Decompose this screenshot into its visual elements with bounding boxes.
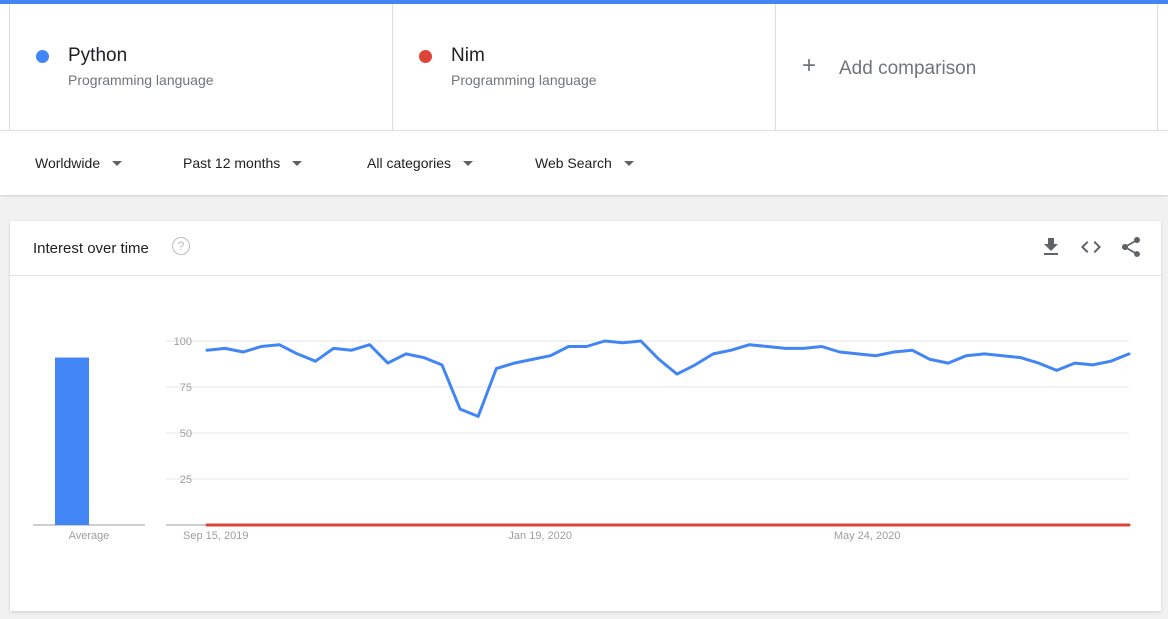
card-header: Interest over time ? [10, 221, 1161, 276]
help-circle-icon[interactable]: ? [172, 237, 190, 255]
filter-region[interactable]: Worldwide [35, 155, 123, 171]
x-tick-label: Sep 15, 2019 [183, 530, 248, 542]
x-tick-label: May 24, 2020 [834, 530, 901, 542]
term-name: Nim [451, 45, 485, 66]
caret-down-icon [112, 160, 123, 166]
filter-time-range[interactable]: Past 12 months [183, 155, 303, 171]
average-bar [55, 357, 89, 525]
filter-label: Past 12 months [183, 155, 281, 171]
plus-icon: + [802, 52, 817, 79]
term-subtitle: Programming language [68, 72, 214, 88]
term-name: Python [68, 45, 128, 66]
share-icon[interactable] [1119, 235, 1143, 259]
y-tick-label: 75 [180, 382, 192, 394]
average-label: Average [69, 530, 110, 542]
card-title: Interest over time [33, 240, 149, 257]
y-tick-label: 50 [180, 428, 192, 440]
filter-label: Worldwide [35, 155, 101, 171]
y-tick-label: 100 [174, 336, 192, 348]
caret-down-icon [623, 160, 634, 166]
filter-label: All categories [367, 155, 452, 171]
term-python[interactable]: Python Programming language [9, 4, 392, 130]
filter-bar: Worldwide Past 12 months All categories … [0, 130, 1168, 195]
chart-grid: 25 50 75 100 [166, 336, 1129, 526]
add-comparison-button[interactable]: + Add comparison [775, 4, 1158, 130]
average-panel: Average [33, 357, 145, 542]
chart-series [205, 339, 1131, 527]
x-axis-ticks: Sep 15, 2019 Jan 19, 2020 May 24, 2020 [183, 530, 900, 542]
interest-over-time-card: Interest over time ? Average 25 50 75 100 S… [10, 221, 1161, 611]
interest-chart: Average 25 50 75 100 Sep 15, 2019 Jan 19, 20… [33, 336, 1131, 542]
caret-down-icon [292, 160, 303, 166]
top-accent-bar [0, 0, 1168, 4]
x-tick-label: Jan 19, 2020 [508, 530, 572, 542]
y-tick-label: 25 [180, 474, 192, 486]
filter-label: Web Search [535, 155, 612, 171]
filter-category[interactable]: All categories [367, 155, 474, 171]
caret-down-icon [463, 160, 474, 166]
series-color-dot [419, 50, 432, 63]
series-line-python [205, 339, 1131, 418]
embed-code-icon[interactable] [1079, 235, 1103, 259]
download-icon[interactable] [1039, 235, 1063, 259]
term-nim[interactable]: Nim Programming language [392, 4, 775, 130]
comparison-terms: Python Programming language Nim Programm… [0, 4, 1168, 130]
filter-search-type[interactable]: Web Search [535, 155, 634, 171]
term-subtitle: Programming language [451, 72, 597, 88]
add-comparison-label: Add comparison [839, 58, 977, 79]
series-color-dot [36, 50, 49, 63]
